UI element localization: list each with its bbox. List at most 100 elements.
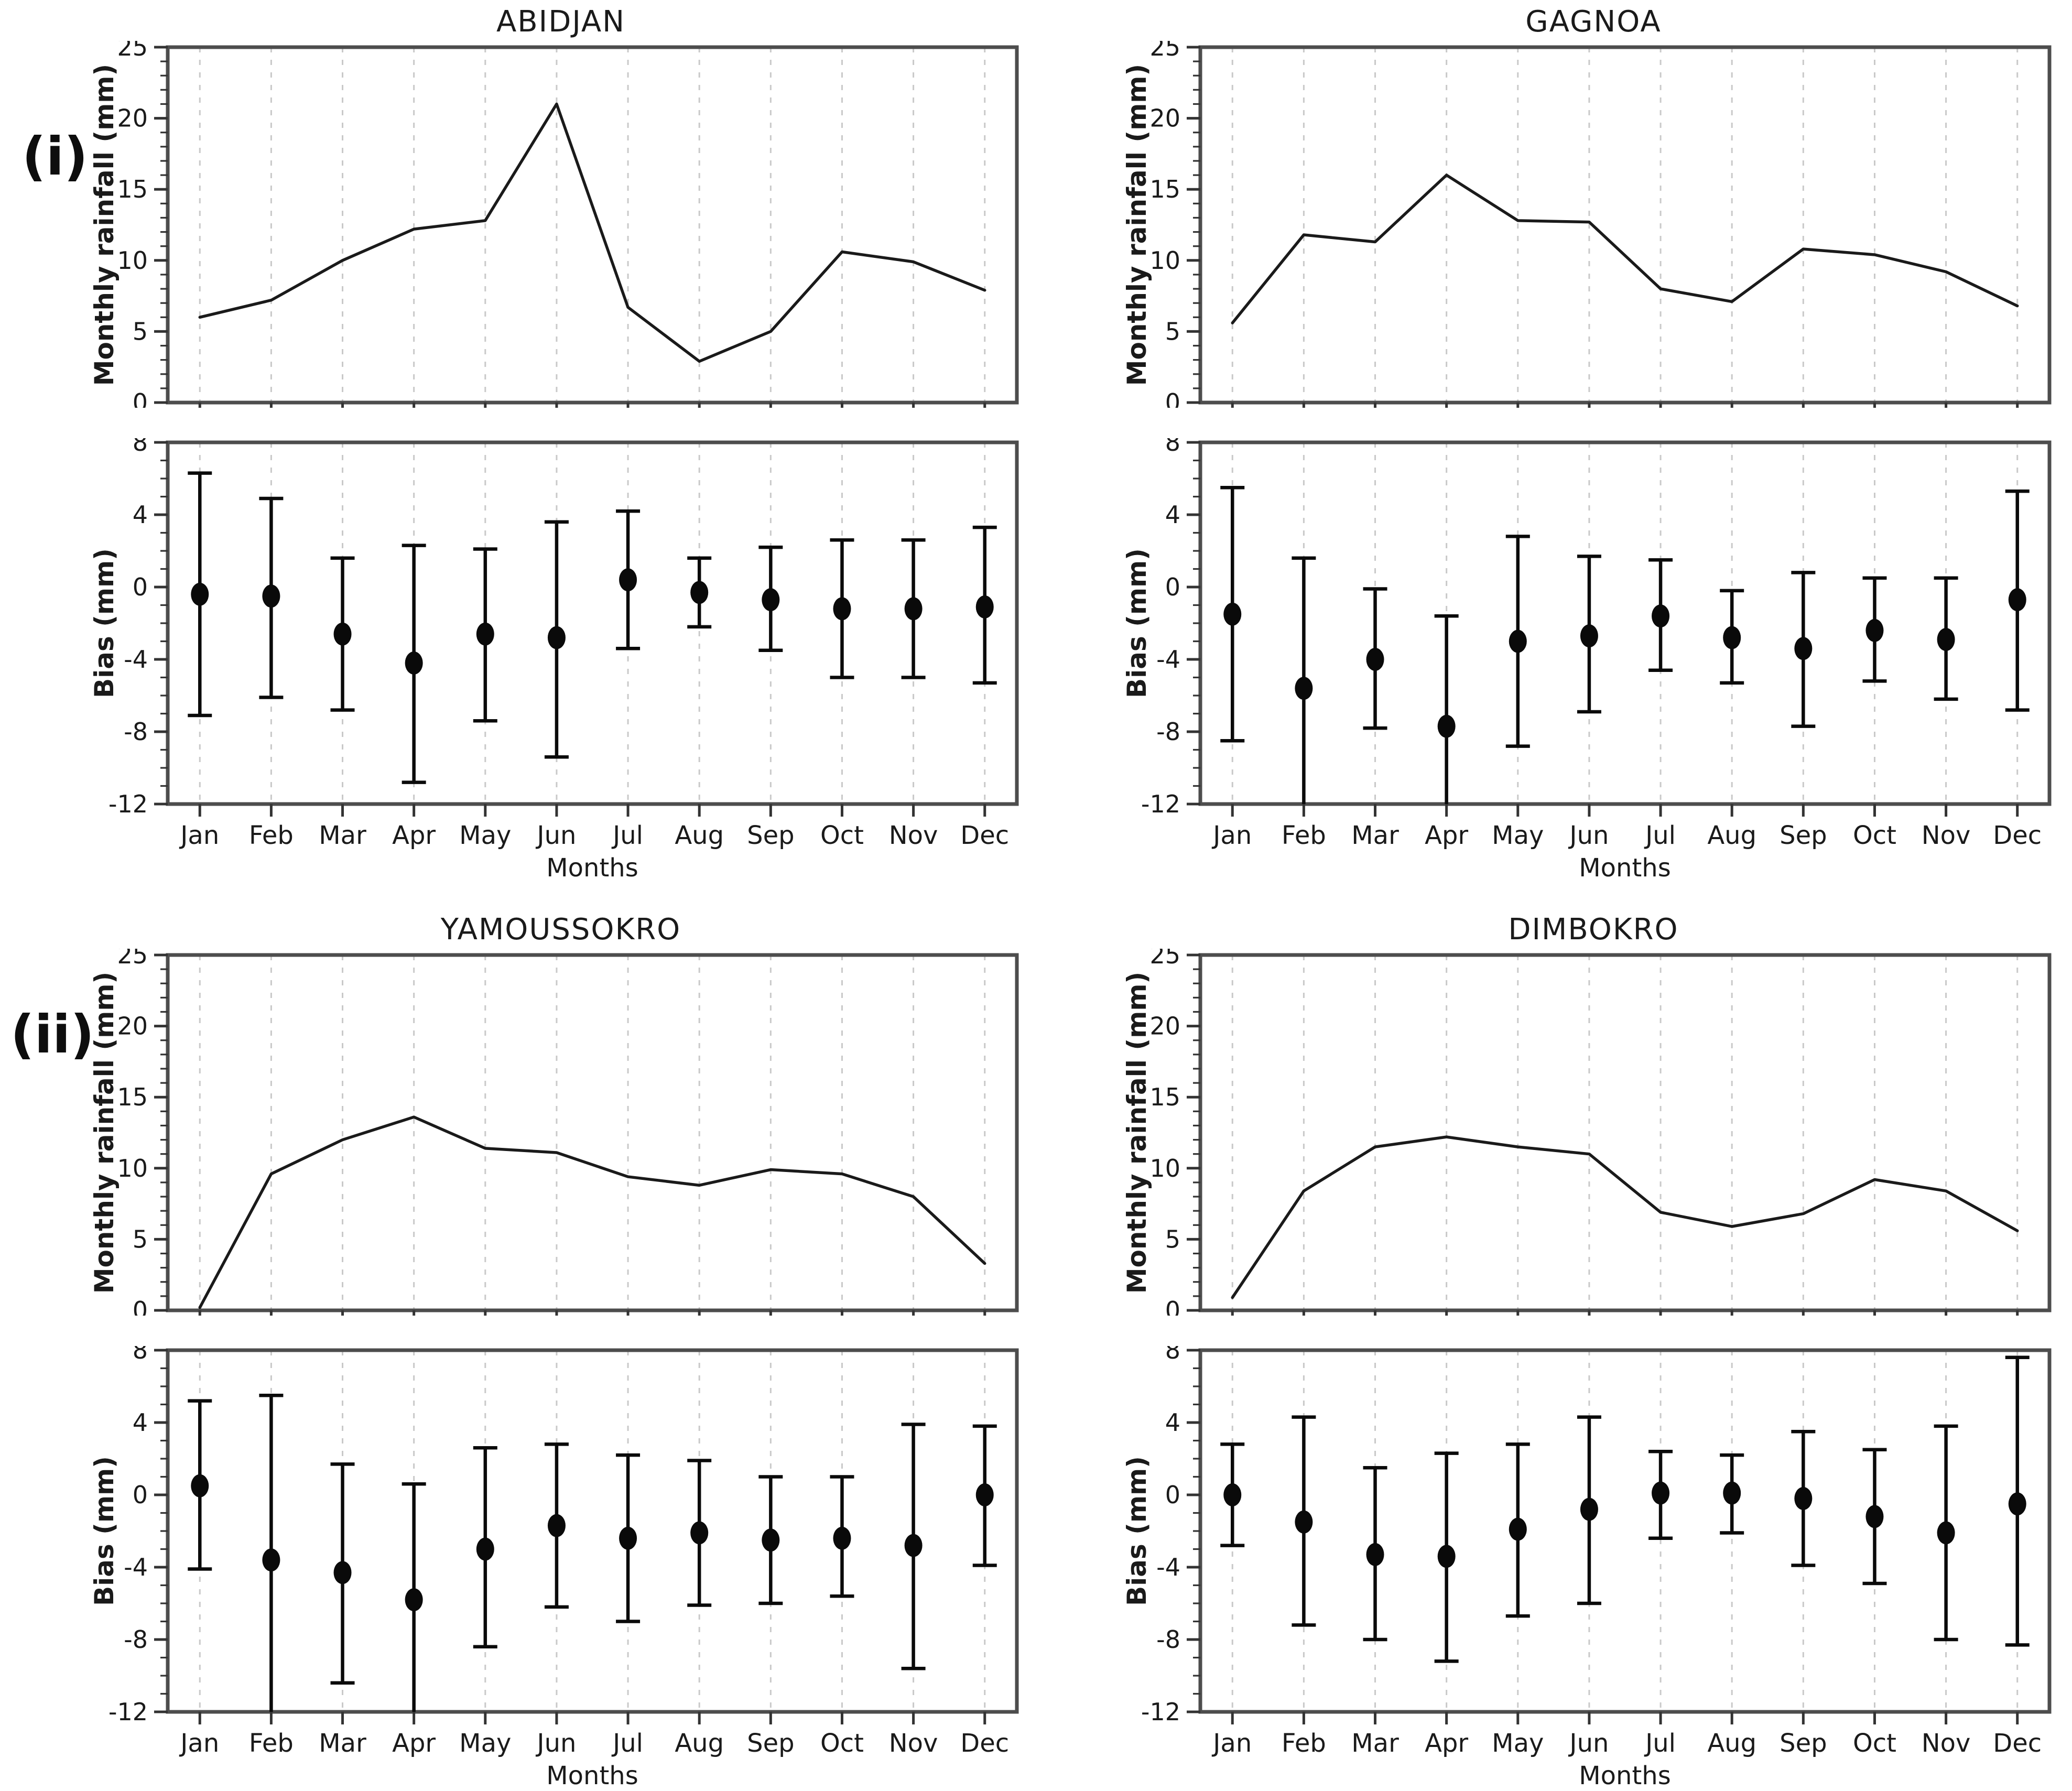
y-axis-minor-ticks [160,60,168,389]
y-tick-label: 8 [1165,438,1180,457]
rainfall-line-series [198,1115,986,1309]
month-label: Mar [1351,821,1399,850]
x-axis-ticks [198,1712,986,1724]
y-tick-label: 4 [133,501,148,529]
y-axis-minor-ticks [160,1367,168,1695]
y-axis-minor-ticks [1193,459,1200,787]
month-label: Sep [1780,821,1827,850]
x-axis-label: Months [546,1761,638,1787]
bias-errorbar-series [1220,486,2030,804]
month-label: Nov [889,1729,938,1758]
month-label: May [459,821,511,850]
bias-errorbar-series [1220,1355,2030,1663]
y-tick-label: 10 [1149,1154,1180,1182]
month-labels: Jan Feb Mar Apr May Jun Jul Aug Sep Oct Nov Dec [179,821,1009,850]
y-axis-label: Bias (mm) [1122,548,1152,698]
gagnoa-bias-chart: -12 -8 -4 0 4 8 Bias (mm) Jan Feb Mar Apr May Jun Jul… [1122,438,2052,880]
yamoussokro-bias-chart: -12 -8 -4 0 4 8 Bias (mm) Jan Feb Mar Apr May Jun Jul… [89,1346,1019,1787]
dimbokro-bias-chart: -12 -8 -4 0 4 8 Bias (mm) Jan Feb Mar Apr May Jun Jul… [1122,1346,2052,1787]
y-tick-label: -12 [109,1698,148,1726]
y-axis-label: Bias (mm) [89,1456,120,1606]
y-tick-label: 5 [1165,1225,1180,1253]
y-axis-minor-ticks [1193,968,1200,1297]
month-label: Feb [249,1729,294,1758]
y-tick-label: 10 [1149,246,1180,275]
y-tick-label: 20 [117,1012,148,1040]
month-label: Jan [1211,1729,1252,1758]
x-axis-label: Months [1579,853,1670,880]
y-tick-label: -12 [109,790,148,818]
panel-abidjan: ABIDJAN 0 5 10 15 20 25 Monthly rainfall (mm) -1… [89,3,1033,880]
panel-gagnoa: GAGNOA 0 5 10 15 20 25 Monthly rainfall (mm) -12… [1122,3,2065,880]
chart-title: YAMOUSSOKRO [440,913,681,947]
month-label: May [459,1729,511,1758]
abidjan-bias-chart: -12 -8 -4 0 4 8 Bias (mm) Jan Feb Mar Apr May Jun Jul… [89,438,1019,880]
gridlines [199,47,986,403]
month-label: Aug [675,821,724,850]
y-tick-label: 0 [1165,1296,1180,1316]
month-label: Sep [747,821,794,850]
panel-dimbokro: DIMBOKRO 0 5 10 15 20 25 Monthly rainfall (mm) -… [1122,911,2065,1787]
y-tick-label: 4 [1165,1408,1180,1437]
rainfall-line-series [1231,1135,2019,1299]
y-axis-label: Monthly rainfall (mm) [89,972,120,1294]
month-label: Sep [747,1729,794,1758]
y-tick-label: 0 [133,1296,148,1316]
y-tick-label: 10 [117,246,148,275]
y-axis-ticks: -12 -8 -4 0 4 8 [1141,438,1200,818]
month-label: May [1492,1729,1544,1758]
month-label: Feb [1282,821,1326,850]
y-axis-ticks: 0 5 10 15 20 25 [1149,41,1200,408]
y-axis-label: Bias (mm) [89,548,120,698]
plot-frame [1198,45,2052,405]
x-axis-label: Months [546,853,638,880]
x-axis-ticks [1231,1712,2019,1724]
y-axis-label: Bias (mm) [1122,1456,1152,1606]
rainfall-line-series [198,102,986,363]
subplot-spacer [1122,408,2065,438]
y-tick-label: 15 [1149,1083,1180,1111]
month-label: Apr [1425,1729,1468,1758]
y-tick-label: 10 [117,1154,148,1182]
y-tick-label: 5 [1165,317,1180,345]
y-axis-ticks: -12 -8 -4 0 4 8 [1141,1346,1200,1726]
month-label: Jan [179,821,219,850]
row-label-i: (i) [22,126,88,187]
gridlines [1231,1350,2019,1712]
gridlines [1231,47,2019,403]
y-tick-label: 0 [1165,1481,1180,1509]
chart-title: DIMBOKRO [1508,913,1679,947]
y-axis-ticks: -12 -8 -4 0 4 8 [109,438,168,818]
chart-title: ABIDJAN [496,5,626,39]
month-label: Dec [1993,1729,2042,1758]
month-label: Aug [1707,1729,1756,1758]
y-tick-label: 8 [1165,1346,1180,1364]
month-label: May [1492,821,1544,850]
y-tick-label: 4 [133,1408,148,1437]
month-label: Sep [1780,1729,1827,1758]
plot-frame [166,1348,1019,1714]
month-label: Dec [960,1729,1009,1758]
month-labels: Jan Feb Mar Apr May Jun Jul Aug Sep Oct Nov Dec [179,1729,1009,1758]
y-tick-label: 25 [117,949,148,969]
month-label: Jun [535,1729,576,1758]
y-tick-label: 15 [1149,175,1180,203]
dimbokro-rainfall-chart: 0 5 10 15 20 25 Monthly rainfall (mm) [1122,949,2052,1316]
y-axis-ticks: 0 5 10 15 20 25 [117,949,168,1316]
x-axis-label: Months [1579,1761,1670,1787]
x-axis-ticks [198,804,986,817]
month-label: Jul [611,821,643,850]
row-label-ii: (ii) [10,1004,94,1065]
plot-frame [1198,1348,2052,1714]
y-axis-label: Monthly rainfall (mm) [1122,64,1152,386]
y-tick-label: 4 [1165,501,1180,529]
month-label: Nov [889,821,938,850]
gridlines [199,955,986,1310]
rainfall-line-series [1231,173,2019,324]
month-label: Aug [675,1729,724,1758]
x-axis-ticks [198,1310,986,1316]
month-label: Apr [1425,821,1468,850]
month-label: Oct [1853,821,1896,850]
y-tick-label: 0 [133,573,148,601]
plot-frame [166,45,1019,405]
